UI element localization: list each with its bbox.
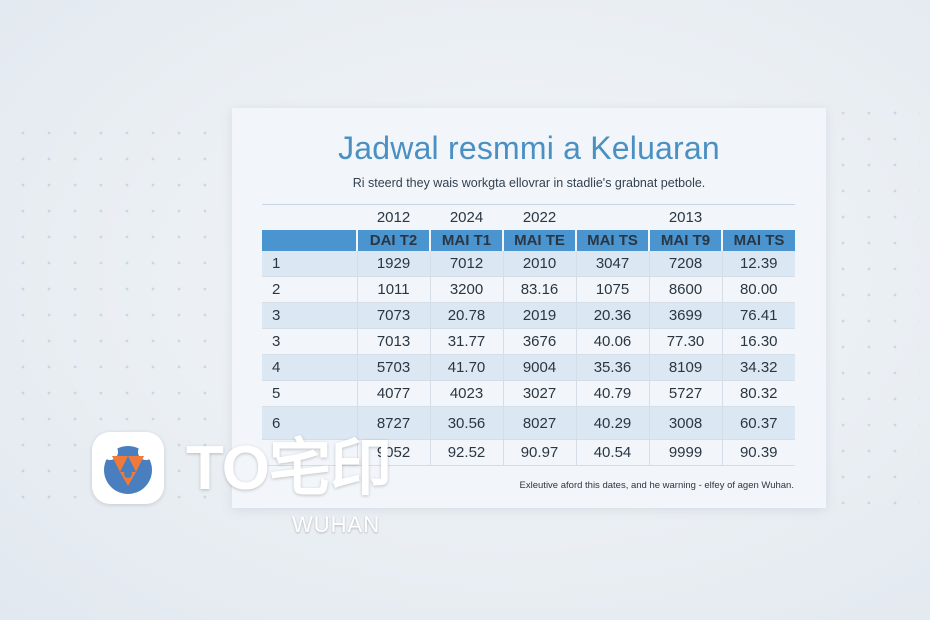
table-cell: 41.70 <box>430 354 504 381</box>
table-cell: 2010 <box>503 251 577 277</box>
row-index <box>262 439 358 466</box>
table-cell: 1011 <box>357 276 431 303</box>
table-cell: 3008 <box>649 406 723 440</box>
table-cell: 34.32 <box>722 354 795 381</box>
schedule-table: 2012 2024 2022 2013 DAI T2 MAI T1 MAI TE… <box>262 204 795 466</box>
row-index: 5 <box>262 380 358 407</box>
year-header: 2024 <box>430 204 503 230</box>
row-index: 6 <box>262 406 358 440</box>
document-card: Jadwal resmmi a Keluaran Ri steerd they … <box>232 108 826 508</box>
year-header <box>722 204 795 230</box>
table-cell: 4077 <box>357 380 431 407</box>
column-label: MAI T1 <box>430 230 504 251</box>
table-row: 9052 92.52 90.97 40.54 9999 90.39 <box>262 439 795 466</box>
row-index: 4 <box>262 354 358 381</box>
table-cell: 31.77 <box>430 328 504 355</box>
table-cell: 7073 <box>357 302 431 329</box>
table-cell: 12.39 <box>722 251 795 277</box>
column-label <box>262 230 358 251</box>
table-cell: 83.16 <box>503 276 577 303</box>
watermark-logo: TO宅印 WUHAN <box>92 432 412 542</box>
document-title: Jadwal resmmi a Keluaran <box>338 130 720 166</box>
table-cell: 5703 <box>357 354 431 381</box>
table-cell: 60.37 <box>722 406 795 440</box>
table-cell: 20.78 <box>430 302 504 329</box>
table-row: 3 7013 31.77 3676 40.06 77.30 16.30 <box>262 328 795 355</box>
table-cell: 7013 <box>357 328 431 355</box>
table-cell: 35.36 <box>576 354 650 381</box>
table-cell: 8027 <box>503 406 577 440</box>
column-label: MAI TS <box>722 230 795 251</box>
table-cell: 1929 <box>357 251 431 277</box>
column-label: MAI TS <box>576 230 650 251</box>
column-label-row: DAI T2 MAI T1 MAI TE MAI TS MAI T9 MAI T… <box>262 230 795 251</box>
table-cell: 3027 <box>503 380 577 407</box>
table-cell: 90.39 <box>722 439 795 466</box>
table-cell: 9004 <box>503 354 577 381</box>
table-cell: 3676 <box>503 328 577 355</box>
table-row: 3 7073 20.78 2019 20.36 3699 76.41 <box>262 302 795 329</box>
table-cell: 8109 <box>649 354 723 381</box>
table-row: 1 1929 7012 2010 3047 7208 12.39 <box>262 251 795 277</box>
row-index: 1 <box>262 251 358 277</box>
table-cell: 1075 <box>576 276 650 303</box>
column-label: MAI TE <box>503 230 577 251</box>
table-cell: 9052 <box>357 439 431 466</box>
logo-wordmark: TO宅印 <box>186 434 392 503</box>
table-cell: 90.97 <box>503 439 577 466</box>
table-cell: 4023 <box>430 380 504 407</box>
table-cell: 40.79 <box>576 380 650 407</box>
table-cell: 2019 <box>503 302 577 329</box>
table-cell: 40.29 <box>576 406 650 440</box>
table-cell: 8727 <box>357 406 431 440</box>
table-cell: 30.56 <box>430 406 504 440</box>
document-footnote: Exleutive aford this dates, and he warni… <box>519 480 794 491</box>
year-header-row: 2012 2024 2022 2013 <box>262 204 795 230</box>
logo-subtext: WUHAN <box>292 512 381 537</box>
year-header <box>576 204 649 230</box>
table-cell: 3047 <box>576 251 650 277</box>
table-cell: 7208 <box>649 251 723 277</box>
table-cell: 40.06 <box>576 328 650 355</box>
table-cell: 40.54 <box>576 439 650 466</box>
year-header: 2013 <box>649 204 722 230</box>
document-subtitle: Ri steerd they wais workgta ellovrar in … <box>352 176 706 190</box>
table-cell: 5727 <box>649 380 723 407</box>
table-cell: 80.32 <box>722 380 795 407</box>
table-row: 6 8727 30.56 8027 40.29 3008 60.37 <box>262 406 795 440</box>
table-cell: 16.30 <box>722 328 795 355</box>
column-label: DAI T2 <box>357 230 431 251</box>
row-index: 3 <box>262 302 358 329</box>
table-row: 2 1011 3200 83.16 1075 8600 80.00 <box>262 276 795 303</box>
table-cell: 92.52 <box>430 439 504 466</box>
row-index: 3 <box>262 328 358 355</box>
year-header: 2012 <box>357 204 430 230</box>
row-index: 2 <box>262 276 358 303</box>
table-cell: 76.41 <box>722 302 795 329</box>
table-row: 5 4077 4023 3027 40.79 5727 80.32 <box>262 380 795 407</box>
table-cell: 3699 <box>649 302 723 329</box>
table-cell: 9999 <box>649 439 723 466</box>
table-cell: 80.00 <box>722 276 795 303</box>
table-cell: 20.36 <box>576 302 650 329</box>
column-label: MAI T9 <box>649 230 723 251</box>
table-cell: 77.30 <box>649 328 723 355</box>
table-row: 4 5703 41.70 9004 35.36 8109 34.32 <box>262 354 795 381</box>
logo-badge-icon <box>92 432 164 504</box>
year-header: 2022 <box>503 204 576 230</box>
table-cell: 3200 <box>430 276 504 303</box>
table-cell: 8600 <box>649 276 723 303</box>
background-dot-pattern-right <box>830 100 920 520</box>
year-header <box>262 204 357 230</box>
table-cell: 7012 <box>430 251 504 277</box>
